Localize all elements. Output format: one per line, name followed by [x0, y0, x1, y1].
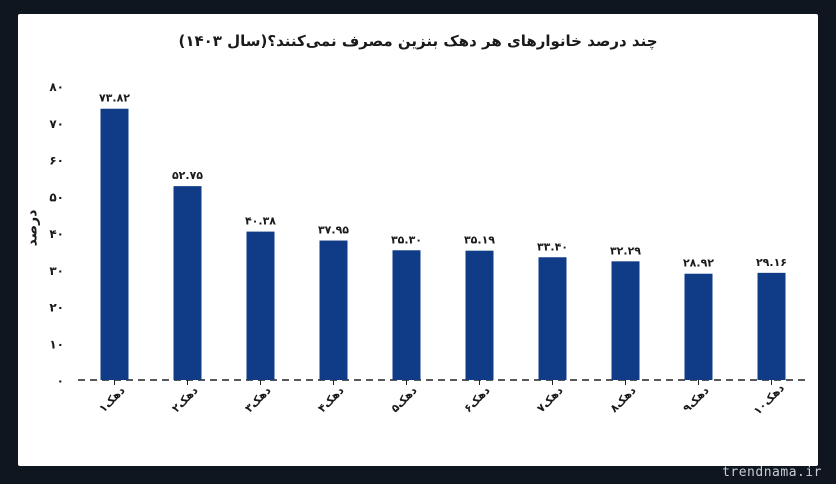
- x-tick-label: دهک۷: [534, 384, 566, 416]
- x-tick-label: دهک۹: [680, 384, 712, 416]
- bar-value-label: ۲۸.۹۲: [683, 257, 714, 270]
- bar: [246, 231, 275, 380]
- chart-card: چند درصد خانوارهای هر دهک بنزین مصرف نمی…: [18, 14, 818, 466]
- x-tick-label: دهک۸: [607, 384, 639, 416]
- bar-value-label: ۷۳.۸۲: [99, 92, 130, 105]
- bar-value-label: ۳۳.۴۰: [537, 240, 568, 253]
- chart-title: چند درصد خانوارهای هر دهک بنزین مصرف نمی…: [178, 32, 658, 50]
- bar-value-label: ۳۷.۹۵: [318, 224, 349, 237]
- bar: [538, 257, 567, 380]
- footer-site: trendnama.ir: [722, 465, 822, 480]
- y-tick-label: ۶۰: [49, 154, 64, 168]
- bar: [684, 273, 713, 380]
- x-tick-label: دهک۵: [388, 384, 420, 416]
- bar: [319, 240, 348, 380]
- bar: [173, 186, 202, 380]
- y-tick-label: ۵۰: [49, 190, 64, 204]
- bar: [757, 272, 786, 380]
- bar: [465, 250, 494, 380]
- y-tick-label: ۷۰: [49, 117, 64, 131]
- y-tick-label: ۳۰: [49, 264, 64, 278]
- bar-value-label: ۳۵.۳۰: [391, 233, 422, 246]
- y-tick-label: ۸۰: [49, 80, 64, 94]
- x-tick-label: دهک۲: [169, 384, 201, 416]
- x-tick-label: دهک۱۰: [751, 381, 787, 417]
- bar-value-label: ۴۰.۳۸: [245, 215, 276, 228]
- y-tick-label: ۰: [57, 374, 64, 388]
- y-tick-label: ۱۰: [49, 337, 64, 351]
- bar-chart: ۰ ۱۰ ۲۰ ۳۰ ۴۰ ۵۰ ۶۰ ۷۰ ۸۰ ۷۳.۸۲ دهک۱ ۵۲.۷۵ دهک۲ ۴۰.۳۸…: [49, 80, 808, 418]
- bar-value-label: ۲۹.۱۶: [756, 256, 787, 269]
- bar: [611, 261, 640, 380]
- x-tick-label: دهک۱: [96, 384, 128, 416]
- bar-value-label: ۵۲.۷۵: [172, 169, 203, 182]
- bar: [392, 250, 421, 380]
- bar-value-label: ۳۲.۲۹: [610, 244, 641, 257]
- x-tick-label: دهک۶: [461, 384, 493, 416]
- x-tick-label: دهک۳: [242, 384, 274, 416]
- bar-value-label: ۳۵.۱۹: [464, 234, 495, 247]
- y-tick-label: ۴۰: [49, 227, 64, 241]
- bar: [100, 108, 129, 381]
- x-tick-label: دهک۴: [315, 384, 347, 416]
- y-tick-label: ۲۰: [49, 301, 64, 315]
